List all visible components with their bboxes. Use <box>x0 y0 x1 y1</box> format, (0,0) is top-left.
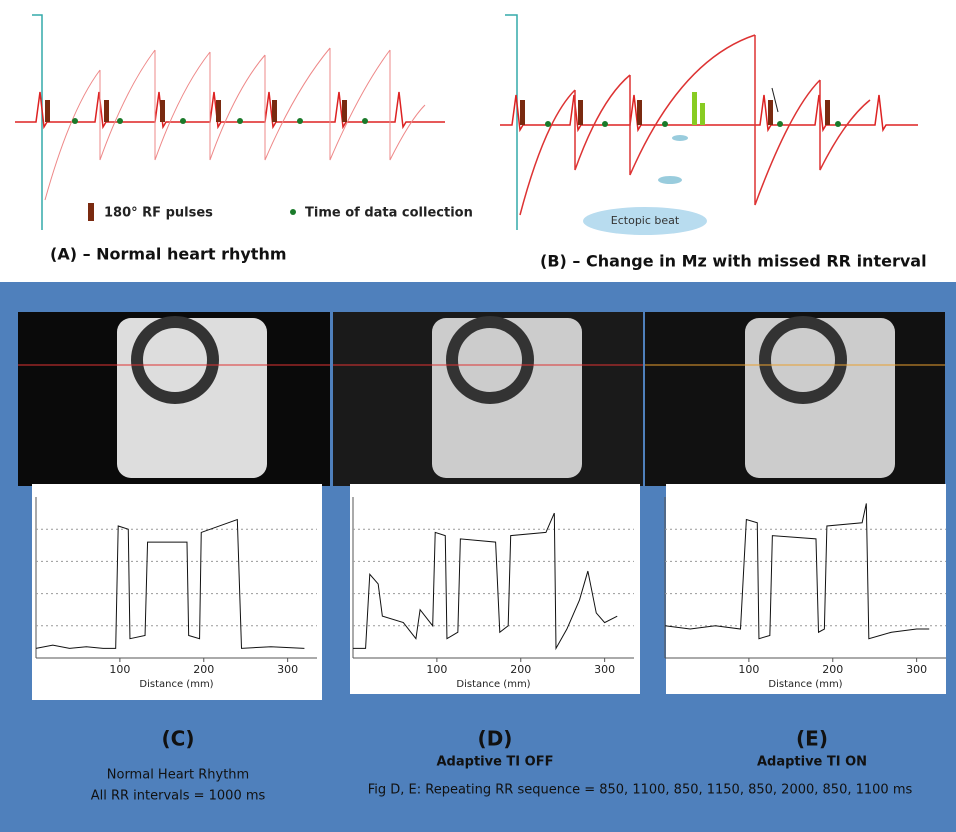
x-axis-label: Distance (mm) <box>768 679 842 690</box>
panel-label: (E) <box>796 727 828 751</box>
x-tick-label: 300 <box>277 663 298 676</box>
caption-a: (A) – Normal heart rhythm <box>50 245 287 264</box>
legend-rf: 180° RF pulses <box>104 206 213 221</box>
diagram-b <box>500 14 918 235</box>
footnote: Fig D, E: Repeating RR sequence = 850, 1… <box>368 783 913 798</box>
x-axis-label: Distance (mm) <box>456 679 530 690</box>
x-tick-label: 100 <box>109 663 130 676</box>
x-tick-label: 200 <box>193 663 214 676</box>
panel-subtitle: All RR intervals = 1000 ms <box>91 789 266 804</box>
profile-line <box>664 503 930 640</box>
x-axis-label: Distance (mm) <box>139 679 213 690</box>
profile-box <box>32 484 322 700</box>
profile-box <box>666 484 946 694</box>
x-tick-label: 100 <box>426 663 447 676</box>
diagram-a <box>15 14 445 230</box>
x-tick-label: 200 <box>822 663 843 676</box>
panel-label: (D) <box>478 727 513 751</box>
panel-subtitle: Normal Heart Rhythm <box>107 768 249 783</box>
legend-collection: Time of data collection <box>305 206 473 221</box>
x-tick-label: 300 <box>594 663 615 676</box>
caption-b: (B) – Change in Mz with missed RR interv… <box>540 252 927 271</box>
panel-subtitle: Adaptive TI ON <box>757 755 867 770</box>
panel-label: (C) <box>162 727 195 751</box>
mri-images <box>18 312 945 486</box>
x-tick-label: 200 <box>510 663 531 676</box>
profile-line <box>35 518 305 649</box>
x-tick-label: 300 <box>906 663 927 676</box>
profile-line <box>353 512 618 651</box>
annotation-ectopic: Ectopic beat <box>611 214 680 227</box>
panel-subtitle: Adaptive TI OFF <box>437 755 554 770</box>
x-tick-label: 100 <box>738 663 759 676</box>
